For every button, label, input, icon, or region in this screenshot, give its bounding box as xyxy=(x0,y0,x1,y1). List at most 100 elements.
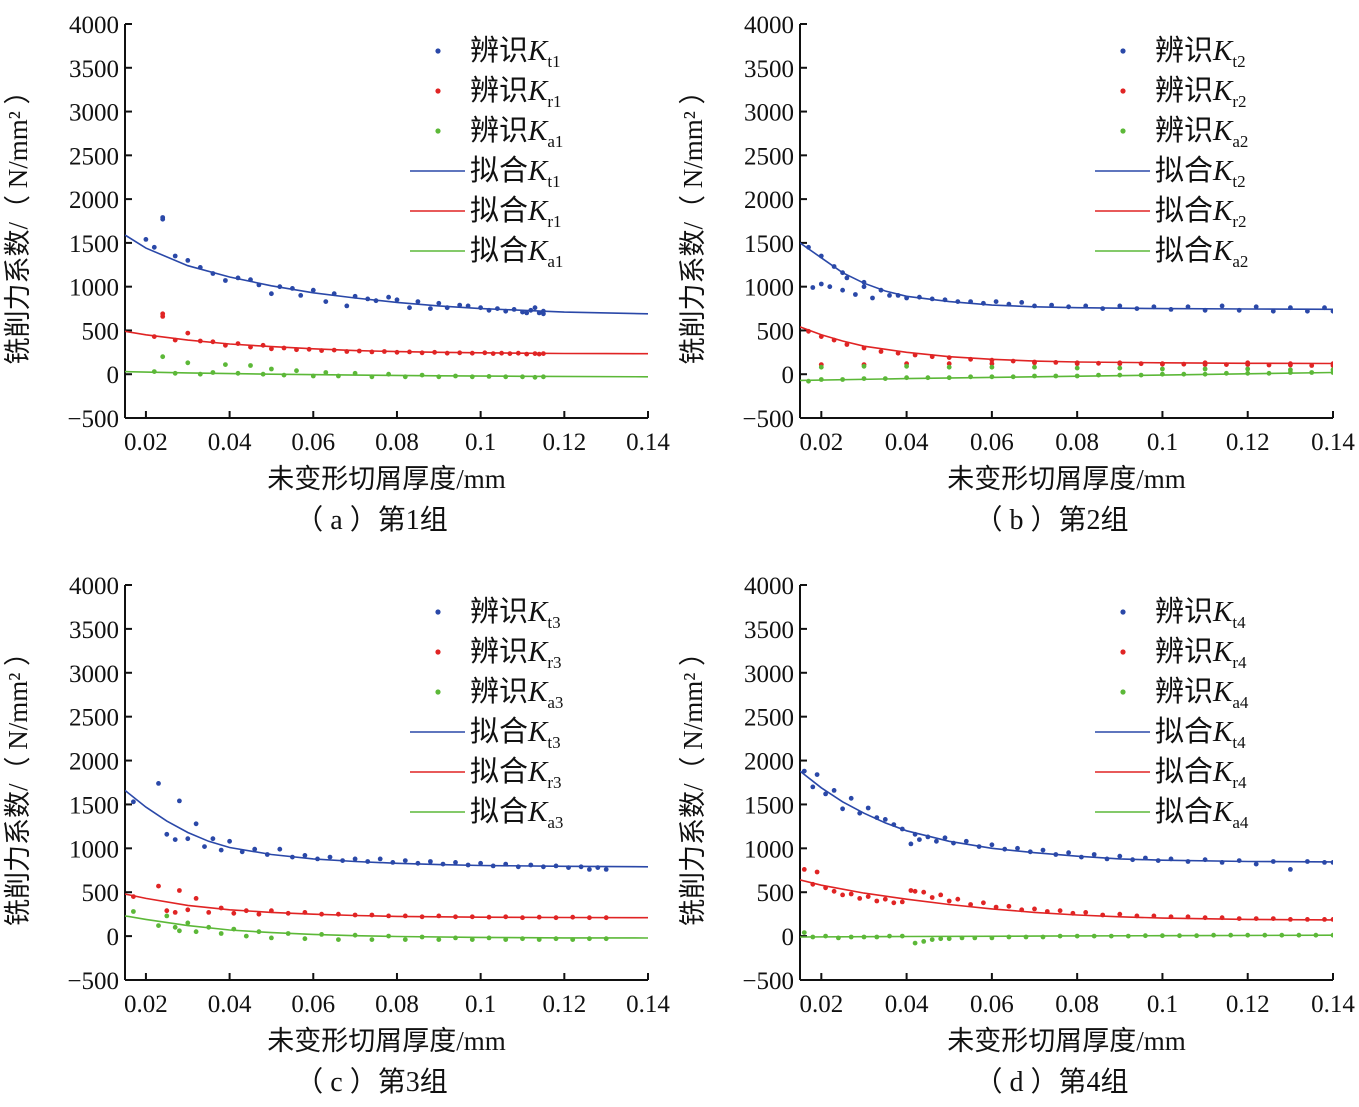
y-tick-label: 0 xyxy=(782,924,795,951)
data-point xyxy=(1168,914,1174,920)
data-point xyxy=(921,939,927,944)
data-point xyxy=(1288,867,1293,872)
x-tick-label: 0.08 xyxy=(1055,991,1099,1018)
data-point xyxy=(407,305,412,311)
data-point xyxy=(197,265,203,270)
data-point xyxy=(908,888,914,893)
data-point xyxy=(1100,912,1106,918)
legend-marker xyxy=(1120,689,1126,695)
legend-sub: t1 xyxy=(547,172,560,191)
data-point xyxy=(827,284,833,290)
data-point xyxy=(281,345,287,351)
data-point xyxy=(1253,861,1259,867)
data-point xyxy=(840,270,845,276)
data-point xyxy=(302,910,308,915)
y-tick-label: 3500 xyxy=(744,56,794,83)
data-point xyxy=(290,286,295,291)
data-point xyxy=(524,310,530,316)
data-point xyxy=(177,888,182,893)
data-point xyxy=(946,375,952,381)
data-point xyxy=(882,376,888,381)
data-point xyxy=(603,867,609,872)
data-point xyxy=(553,863,559,869)
data-point xyxy=(921,889,927,895)
data-point xyxy=(185,258,191,263)
data-point xyxy=(206,910,212,915)
x-tick-label: 0.04 xyxy=(885,429,929,456)
data-point xyxy=(603,915,609,921)
scatter-series-辨识Kr2 xyxy=(806,328,1333,368)
data-point xyxy=(818,364,824,370)
legend-sub: r3 xyxy=(547,653,561,672)
data-point xyxy=(1245,366,1251,372)
data-point xyxy=(806,378,811,384)
data-point xyxy=(848,795,854,801)
legend-label: 辨识Kt3 xyxy=(470,595,561,632)
data-point xyxy=(836,935,841,941)
legend-sub: a1 xyxy=(547,252,563,271)
data-point xyxy=(319,348,324,353)
data-point xyxy=(814,869,820,875)
data-point xyxy=(823,933,828,939)
legend-sub: t2 xyxy=(1232,52,1245,71)
data-point xyxy=(210,271,216,276)
legend-prefix: 拟合 xyxy=(1155,194,1213,227)
scatter-series-辨识Kt3 xyxy=(131,781,609,872)
data-point xyxy=(1096,372,1101,378)
data-point xyxy=(1322,860,1327,865)
data-point xyxy=(210,370,216,375)
data-point xyxy=(503,914,509,920)
data-point xyxy=(453,914,458,920)
legend-label: 拟合Kr4 xyxy=(1155,755,1247,792)
data-point xyxy=(365,296,371,302)
data-point xyxy=(390,860,396,865)
legend-label: 辨识Ka4 xyxy=(1155,675,1249,712)
data-point xyxy=(840,806,845,812)
x-tick-label: 0.08 xyxy=(1055,429,1099,456)
data-point xyxy=(1023,934,1029,940)
data-point xyxy=(1219,915,1225,921)
data-point xyxy=(319,932,324,937)
data-point xyxy=(865,805,871,811)
data-point xyxy=(1160,371,1165,377)
data-point xyxy=(495,306,500,311)
data-point xyxy=(887,933,892,939)
data-point xyxy=(1138,372,1144,378)
data-point xyxy=(432,349,437,355)
legend-item: 拟合Ka2 xyxy=(1095,234,1248,271)
data-point xyxy=(465,303,471,309)
data-point xyxy=(1185,914,1191,920)
data-point xyxy=(818,253,824,259)
data-point xyxy=(878,349,884,354)
legend-marker xyxy=(1120,128,1126,134)
data-point xyxy=(536,351,542,357)
legend-sub: t3 xyxy=(547,613,560,632)
data-point xyxy=(1032,373,1037,379)
data-point xyxy=(298,293,304,298)
legend-item: 辨识Kt4 xyxy=(1120,595,1246,632)
data-point xyxy=(1049,302,1054,308)
data-point xyxy=(955,896,961,902)
panel-caption: （ d ）第4组 xyxy=(974,1066,1128,1098)
y-tick-label: 1000 xyxy=(744,275,794,302)
data-point xyxy=(904,363,909,369)
data-point xyxy=(1160,933,1165,939)
data-point xyxy=(243,933,249,939)
data-point xyxy=(218,905,224,911)
y-tick-label: 500 xyxy=(82,880,120,907)
data-point xyxy=(1091,852,1097,857)
data-point xyxy=(465,862,471,868)
legend-prefix: 辨识 xyxy=(470,74,528,107)
data-point xyxy=(453,935,458,941)
data-point xyxy=(243,908,249,914)
data-point xyxy=(428,306,433,311)
data-point xyxy=(989,935,995,941)
legend-k: K xyxy=(1212,235,1234,267)
x-tick-label: 0.06 xyxy=(970,429,1014,456)
data-point xyxy=(260,371,266,377)
data-point xyxy=(1322,917,1327,922)
y-tick-label: 4000 xyxy=(744,12,794,39)
data-point xyxy=(968,902,973,907)
legend-sub: a2 xyxy=(1232,132,1248,151)
x-tick-label: 0.1 xyxy=(465,429,496,456)
